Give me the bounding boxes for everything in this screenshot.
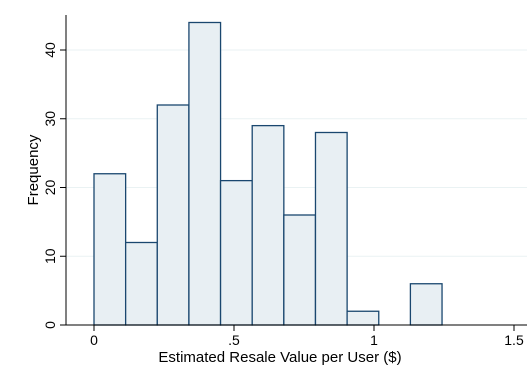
tick-labels: 0 .5 1 1.5 0 10 20 30 40 (42, 42, 524, 348)
x-tick-label-0: 0 (90, 332, 98, 348)
y-tick-label-0: 0 (42, 321, 58, 329)
histogram-bar-5 (251, 124, 285, 326)
x-tick-label-1: .5 (228, 332, 240, 348)
axes (65, 15, 527, 326)
histogram-bar-8 (346, 310, 380, 326)
histogram-bar-0 (93, 173, 127, 326)
x-tick-label-2: 1 (370, 332, 378, 348)
histogram-bar-7 (314, 131, 348, 326)
histogram-bar-2 (156, 104, 190, 326)
y-tick-label-1: 10 (42, 248, 58, 264)
histogram-bar-10 (409, 283, 443, 326)
histogram-bars (93, 21, 443, 326)
histogram-bar-1 (124, 241, 158, 326)
y-tick-label-4: 40 (42, 42, 58, 58)
y-axis-label: Frequency (25, 134, 42, 205)
histogram-bar-4 (219, 179, 253, 326)
histogram-bar-6 (283, 214, 317, 326)
x-axis-label: Estimated Resale Value per User ($) (158, 349, 401, 366)
y-tick-label-3: 30 (42, 111, 58, 127)
x-tick-label-3: 1.5 (504, 332, 524, 348)
y-tick-label-2: 20 (42, 180, 58, 196)
histogram-bar-3 (188, 21, 222, 326)
